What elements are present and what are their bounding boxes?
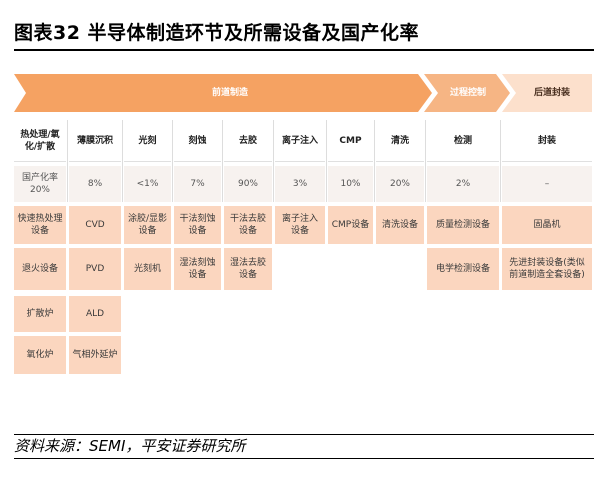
table-header-cell: 封装: [502, 120, 592, 162]
stage-packaging-arrow: [502, 74, 592, 112]
stage-process-control-arrow: [424, 74, 510, 112]
equipment-cell: CMP设备: [328, 206, 373, 244]
equipment-cell: CVD: [69, 206, 121, 244]
localization-rate-cell: 10%: [328, 166, 373, 202]
localization-rate-cell: 8%: [69, 166, 121, 202]
table-header-cell: 刻蚀: [174, 120, 221, 162]
figure-title: 图表32 半导体制造环节及所需设备及国产化率: [14, 22, 420, 44]
equipment-cell: 氧化炉: [14, 336, 66, 374]
localization-rate-cell: <1%: [124, 166, 171, 202]
equipment-cell: 干法刻蚀设备: [174, 206, 221, 244]
equipment-cell: 退火设备: [14, 248, 66, 290]
stage-process-control-label: 过程控制: [449, 88, 486, 98]
column-divider: [425, 120, 426, 202]
column-divider: [273, 120, 274, 202]
source-top-rule: [14, 434, 594, 435]
equipment-cell: 扩散炉: [14, 296, 66, 332]
column-divider: [500, 120, 501, 202]
equipment-cell: PVD: [69, 248, 121, 290]
table-header-cell: 热处理/氧化/扩散: [14, 120, 66, 162]
equipment-cell: 干法去胶设备: [224, 206, 272, 244]
table-header-cell: 薄膜沉积: [69, 120, 121, 162]
title-rule: [14, 49, 594, 51]
column-divider: [326, 120, 327, 202]
equipment-cell: 湿法去胶设备: [224, 248, 272, 290]
localization-rate-cell: 7%: [174, 166, 221, 202]
equipment-cell: 离子注入设备: [275, 206, 325, 244]
column-divider: [122, 120, 123, 202]
equipment-cell: 湿法刻蚀设备: [174, 248, 221, 290]
equipment-cell: 快速热处理设备: [14, 206, 66, 244]
figure-source: 资料来源：SEMI，平安证券研究所: [14, 437, 246, 455]
stage-front-arrow: [14, 74, 432, 112]
table-header-cell: CMP: [328, 120, 373, 162]
table-header-cell: 离子注入: [275, 120, 325, 162]
column-divider: [67, 120, 68, 202]
localization-rate-cell: 20%: [376, 166, 424, 202]
equipment-cell: 气相外延炉: [69, 336, 121, 374]
table-header-cell: 光刻: [124, 120, 171, 162]
equipment-cell: 电学检测设备: [427, 248, 499, 290]
localization-rate-cell: –: [502, 166, 592, 202]
equipment-cell: 涂胶/显影设备: [124, 206, 171, 244]
localization-rate-cell: 国产化率 20%: [14, 166, 66, 202]
equipment-cell: 光刻机: [124, 248, 171, 290]
source-rule: [14, 458, 594, 459]
table-header-cell: 检测: [427, 120, 499, 162]
table-header-cell: 去胶: [224, 120, 272, 162]
equipment-cell: 质量检测设备: [427, 206, 499, 244]
process-stage-arrows: [14, 74, 592, 112]
equipment-cell: 固晶机: [502, 206, 592, 244]
localization-rate-cell: 90%: [224, 166, 272, 202]
column-divider: [172, 120, 173, 202]
column-divider: [222, 120, 223, 202]
localization-rate-cell: 2%: [427, 166, 499, 202]
equipment-cell: ALD: [69, 296, 121, 332]
table-header-cell: 清洗: [376, 120, 424, 162]
stage-packaging-label: 后道封装: [533, 88, 570, 98]
equipment-cell: 先进封装设备(类似前道制造全套设备): [502, 248, 592, 290]
localization-rate-cell: 3%: [275, 166, 325, 202]
column-divider: [374, 120, 375, 202]
stage-front-label: 前道制造: [211, 88, 248, 98]
equipment-cell: 清洗设备: [376, 206, 424, 244]
